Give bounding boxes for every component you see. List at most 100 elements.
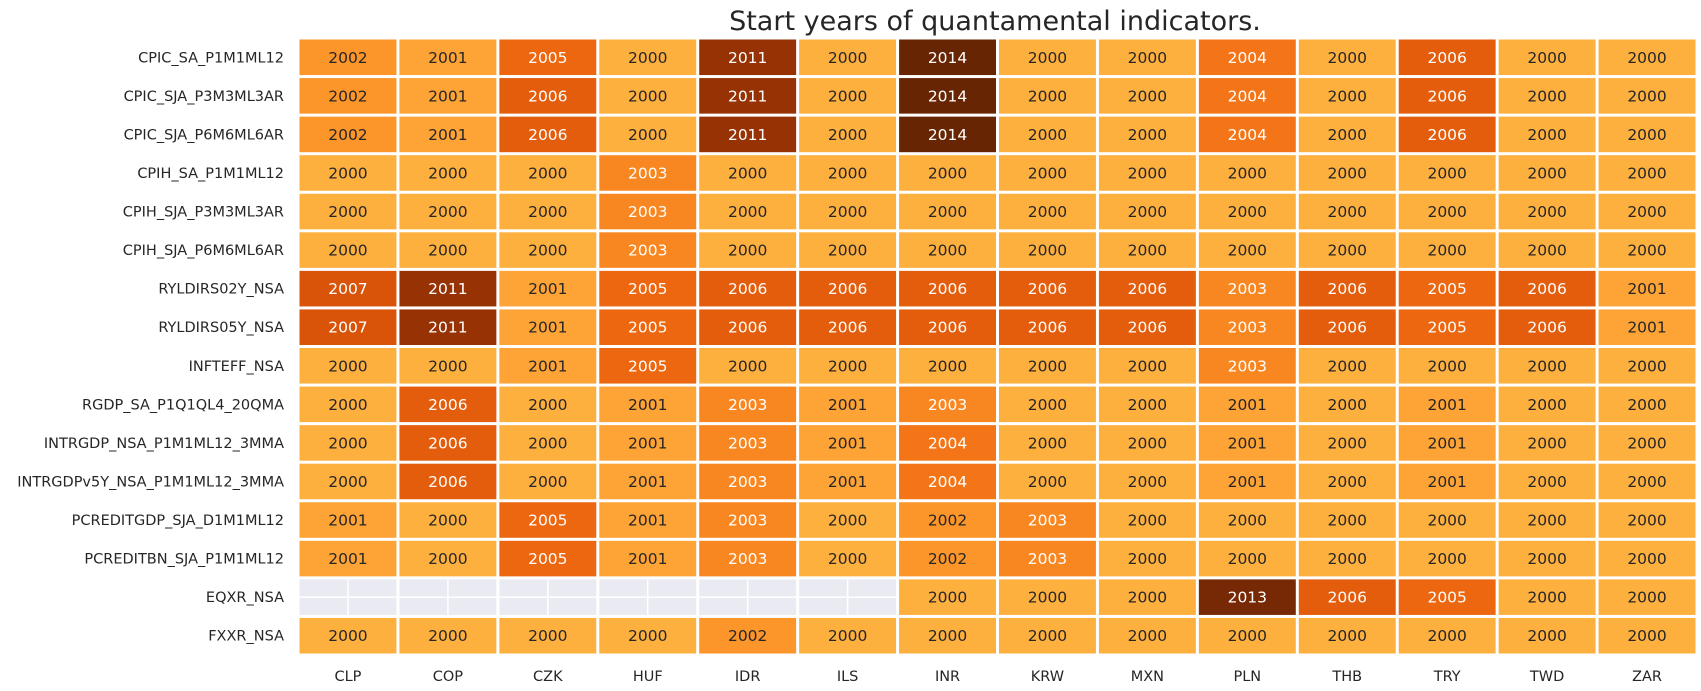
heatmap-cell-ryldirs02y-nsa-ils bbox=[799, 270, 897, 307]
heatmap-cell-cpic-sja-p3m3ml3ar-clp bbox=[299, 78, 397, 114]
cell-value-label: 2006 bbox=[428, 396, 467, 414]
heatmap-cell-cpic-sja-p6m6ml6ar-czk bbox=[499, 116, 597, 153]
cell-value-label: 2004 bbox=[1228, 87, 1267, 105]
row-label-ryldirs05y-nsa: RYLDIRS05Y_NSA bbox=[158, 320, 284, 336]
column-label-clp: CLP bbox=[334, 669, 361, 685]
heatmap-cell-intrgdp-nsa-p1m1ml12-3mma-idr bbox=[699, 425, 797, 461]
cell-value-label: 2000 bbox=[528, 473, 567, 491]
cell-value-label: 2000 bbox=[1627, 473, 1666, 491]
cell-value-label: 2006 bbox=[1427, 126, 1466, 144]
heatmap-cell-ryldirs02y-nsa-czk bbox=[499, 270, 597, 307]
cell-value-label: 2001 bbox=[1427, 434, 1466, 452]
heatmap-cell-infteff-nsa-mxn bbox=[1098, 348, 1196, 384]
heatmap-cell-intrgdp-nsa-p1m1ml12-3mma-thb bbox=[1298, 425, 1396, 461]
cell-value-label: 2000 bbox=[1328, 550, 1367, 568]
heatmap-cell-cpic-sja-p3m3ml3ar-krw bbox=[999, 78, 1096, 114]
cell-value-label: 2000 bbox=[1527, 434, 1566, 452]
cell-value-label: 2000 bbox=[828, 242, 867, 260]
column-label-inr: INR bbox=[935, 669, 960, 685]
cell-value-label: 2000 bbox=[1228, 550, 1267, 568]
heatmap-cell-rgdp-sa-p1q1ql4-20qma-twd bbox=[1498, 386, 1596, 423]
cell-value-label: 2000 bbox=[1328, 203, 1367, 221]
heatmap-cell-ryldirs02y-nsa-huf bbox=[599, 270, 697, 307]
cell-value-label: 2000 bbox=[1028, 164, 1067, 182]
heatmap-cell-intrgdp-nsa-p1m1ml12-3mma-zar bbox=[1598, 425, 1696, 461]
row-label-cpic-sja-p6m6ml6ar: CPIC_SJA_P6M6ML6AR bbox=[124, 127, 284, 143]
cell-value-label: 2001 bbox=[328, 512, 367, 530]
cell-value-label: 2005 bbox=[628, 357, 667, 375]
heatmap-cell-ryldirs05y-nsa-idr bbox=[699, 309, 797, 345]
heatmap-cell-intrgdp-nsa-p1m1ml12-3mma-ils bbox=[799, 425, 897, 461]
cell-value-label: 2000 bbox=[1328, 357, 1367, 375]
heatmap-cell-cpih-sa-p1m1ml12-inr bbox=[899, 155, 996, 191]
cell-value-label: 2000 bbox=[328, 434, 367, 452]
cell-value-label: 2000 bbox=[1128, 396, 1167, 414]
cell-value-label: 2006 bbox=[928, 280, 967, 298]
heatmap-cell-cpih-sja-p6m6ml6ar-huf bbox=[599, 232, 697, 268]
heatmap-cell-pcreditbn-sja-p1m1ml12-ils bbox=[799, 540, 897, 577]
cell-value-label: 2003 bbox=[728, 434, 767, 452]
cell-value-label: 2003 bbox=[1228, 357, 1267, 375]
heatmap-cell-intrgdpv5y-nsa-p1m1ml12-3mma-idr bbox=[699, 463, 797, 500]
cell-value-label: 2000 bbox=[828, 550, 867, 568]
cell-value-label: 2000 bbox=[828, 49, 867, 67]
column-label-huf: HUF bbox=[633, 669, 663, 685]
cell-value-label: 2006 bbox=[1028, 319, 1067, 337]
cell-value-label: 2000 bbox=[1128, 126, 1167, 144]
heatmap-cell-infteff-nsa-krw bbox=[999, 348, 1096, 384]
cell-value-label: 2011 bbox=[428, 319, 467, 337]
heatmap-cell-cpih-sja-p3m3ml3ar-clp bbox=[299, 193, 397, 230]
column-label-mxn: MXN bbox=[1131, 669, 1164, 685]
heatmap-cell-cpic-sja-p3m3ml3ar-czk bbox=[499, 78, 597, 114]
cell-value-label: 2000 bbox=[628, 49, 667, 67]
heatmap-cell-pcreditgdp-sja-d1m1ml12-krw bbox=[999, 502, 1096, 538]
heatmap-cell-intrgdpv5y-nsa-p1m1ml12-3mma-pln bbox=[1198, 463, 1296, 500]
cell-value-label: 2000 bbox=[428, 164, 467, 182]
cell-value-label: 2003 bbox=[728, 396, 767, 414]
heatmap-cell-cpih-sja-p6m6ml6ar-twd bbox=[1498, 232, 1596, 268]
heatmap-cell-cpic-sja-p6m6ml6ar-clp bbox=[299, 116, 397, 153]
column-label-idr: IDR bbox=[735, 669, 761, 685]
cell-value-label: 2003 bbox=[628, 164, 667, 182]
heatmap-cell-infteff-nsa-cop bbox=[399, 348, 497, 384]
heatmap-cell-cpih-sja-p3m3ml3ar-try bbox=[1398, 193, 1496, 230]
heatmap-cell-cpic-sja-p3m3ml3ar-try bbox=[1398, 78, 1496, 114]
cell-value-label: 2000 bbox=[328, 357, 367, 375]
cell-value-label: 2000 bbox=[1328, 242, 1367, 260]
heatmap-cell-ryldirs05y-nsa-huf bbox=[599, 309, 697, 345]
heatmap-cell-intrgdpv5y-nsa-p1m1ml12-3mma-huf bbox=[599, 463, 697, 500]
heatmap-cell-ryldirs02y-nsa-idr bbox=[699, 270, 797, 307]
row-label-pcreditbn-sja-p1m1ml12: PCREDITBN_SJA_P1M1ML12 bbox=[84, 552, 284, 568]
heatmap-cell-cpih-sa-p1m1ml12-ils bbox=[799, 155, 897, 191]
cell-value-label: 2004 bbox=[1228, 126, 1267, 144]
heatmap-cell-infteff-nsa-pln bbox=[1198, 348, 1296, 384]
cell-value-label: 2014 bbox=[928, 49, 967, 67]
heatmap-cell-pcreditbn-sja-p1m1ml12-thb bbox=[1298, 540, 1396, 577]
heatmap-cell-pcreditgdp-sja-d1m1ml12-czk bbox=[499, 502, 597, 538]
cell-value-label: 2005 bbox=[528, 49, 567, 67]
heatmap-cell-cpih-sa-p1m1ml12-clp bbox=[299, 155, 397, 191]
cell-value-label: 2000 bbox=[1527, 357, 1566, 375]
cell-value-label: 2013 bbox=[1228, 589, 1267, 607]
heatmap-cell-ryldirs02y-nsa-cop bbox=[399, 270, 497, 307]
row-label-intrgdpv5y-nsa-p1m1ml12-3mma: INTRGDPv5Y_NSA_P1M1ML12_3MMA bbox=[17, 474, 284, 490]
cell-value-label: 2000 bbox=[1228, 627, 1267, 645]
heatmap-cell-cpic-sa-p1m1ml12-zar bbox=[1598, 39, 1696, 76]
cell-value-label: 2001 bbox=[428, 126, 467, 144]
cell-value-label: 2001 bbox=[428, 49, 467, 67]
cell-value-label: 2001 bbox=[628, 550, 667, 568]
cell-value-label: 2005 bbox=[1427, 280, 1466, 298]
heatmap-cell-rgdp-sa-p1q1ql4-20qma-cop bbox=[399, 386, 497, 423]
row-label-intrgdp-nsa-p1m1ml12-3mma: INTRGDP_NSA_P1M1ML12_3MMA bbox=[44, 436, 284, 452]
cell-value-label: 2000 bbox=[1028, 203, 1067, 221]
heatmap-cell-ryldirs02y-nsa-krw bbox=[999, 270, 1096, 307]
heatmap-cell-cpic-sja-p6m6ml6ar-idr bbox=[699, 116, 797, 153]
cell-value-label: 2000 bbox=[1028, 589, 1067, 607]
cell-value-label: 2000 bbox=[1028, 396, 1067, 414]
heatmap-cell-ryldirs05y-nsa-try bbox=[1398, 309, 1496, 345]
heatmap-cells bbox=[299, 39, 1696, 654]
cell-value-label: 2000 bbox=[1028, 357, 1067, 375]
heatmap-cell-ryldirs05y-nsa-cop bbox=[399, 309, 497, 345]
cell-value-label: 2002 bbox=[328, 49, 367, 67]
heatmap-cell-ryldirs02y-nsa-pln bbox=[1198, 270, 1296, 307]
